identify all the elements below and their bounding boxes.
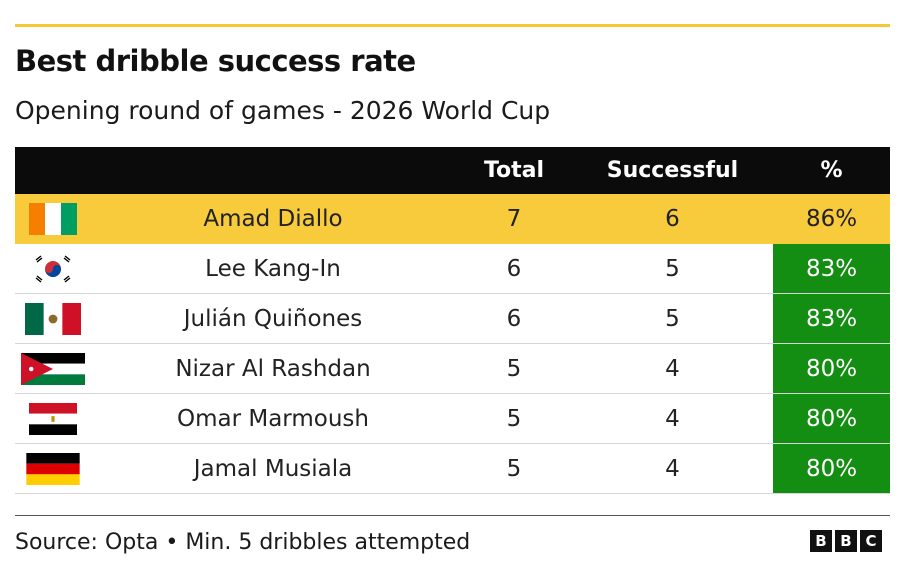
header-percent: %	[820, 158, 843, 183]
logo-letter-c: C	[860, 530, 882, 552]
successful-value: 4	[665, 405, 680, 432]
header-player-col	[90, 147, 456, 194]
percent-value: 80%	[773, 444, 890, 493]
table-row: Julián Quiñones 6 5 83%	[15, 294, 890, 344]
header-flag-col	[15, 147, 90, 194]
percent-value: 83%	[773, 294, 890, 343]
header-successful: Successful	[606, 158, 739, 183]
stats-table: Total Successful % Amad Diallo 7 6 86% L…	[15, 147, 890, 494]
egypt-flag-icon	[15, 394, 90, 443]
total-value: 6	[506, 305, 522, 332]
chart-subtitle: Opening round of games - 2026 World Cup	[15, 96, 551, 125]
footer-rule	[15, 515, 890, 516]
successful-value: 6	[665, 205, 680, 232]
total-value: 7	[506, 205, 522, 232]
percent-value: 86%	[805, 205, 858, 232]
percent-value: 83%	[773, 244, 890, 293]
successful-value: 4	[665, 455, 680, 482]
header-total: Total	[483, 158, 545, 183]
player-name: Julián Quiñones	[183, 305, 363, 332]
logo-letter-b1: B	[810, 530, 832, 552]
total-value: 5	[506, 405, 522, 432]
successful-value: 5	[665, 255, 680, 282]
ivory-coast-flag-icon	[15, 194, 90, 243]
percent-value: 80%	[773, 344, 890, 393]
player-name: Amad Diallo	[203, 205, 343, 232]
jordan-flag-icon	[15, 344, 90, 393]
player-name: Jamal Musiala	[193, 455, 353, 482]
germany-flag-icon	[15, 444, 90, 493]
table-row: Omar Marmoush 5 4 80%	[15, 394, 890, 444]
source-note: Source: Opta • Min. 5 dribbles attempted	[15, 530, 471, 555]
table-row: Jamal Musiala 5 4 80%	[15, 444, 890, 494]
top-accent-rule	[15, 24, 890, 27]
player-name: Lee Kang-In	[205, 255, 341, 282]
player-name: Omar Marmoush	[177, 405, 369, 432]
total-value: 5	[506, 355, 522, 382]
table-header: Total Successful %	[15, 147, 890, 194]
mexico-flag-icon	[15, 294, 90, 343]
percent-value: 80%	[773, 394, 890, 443]
chart-title: Best dribble success rate	[15, 44, 416, 78]
successful-value: 4	[665, 355, 680, 382]
total-value: 5	[506, 455, 522, 482]
logo-letter-b2: B	[835, 530, 857, 552]
south-korea-flag-icon	[15, 244, 90, 293]
table-row: Lee Kang-In 6 5 83%	[15, 244, 890, 294]
bbc-logo: B B C	[810, 530, 882, 552]
table-row: Nizar Al Rashdan 5 4 80%	[15, 344, 890, 394]
player-name: Nizar Al Rashdan	[175, 355, 371, 382]
total-value: 6	[506, 255, 522, 282]
table-row: Amad Diallo 7 6 86%	[15, 194, 890, 244]
successful-value: 5	[665, 305, 680, 332]
